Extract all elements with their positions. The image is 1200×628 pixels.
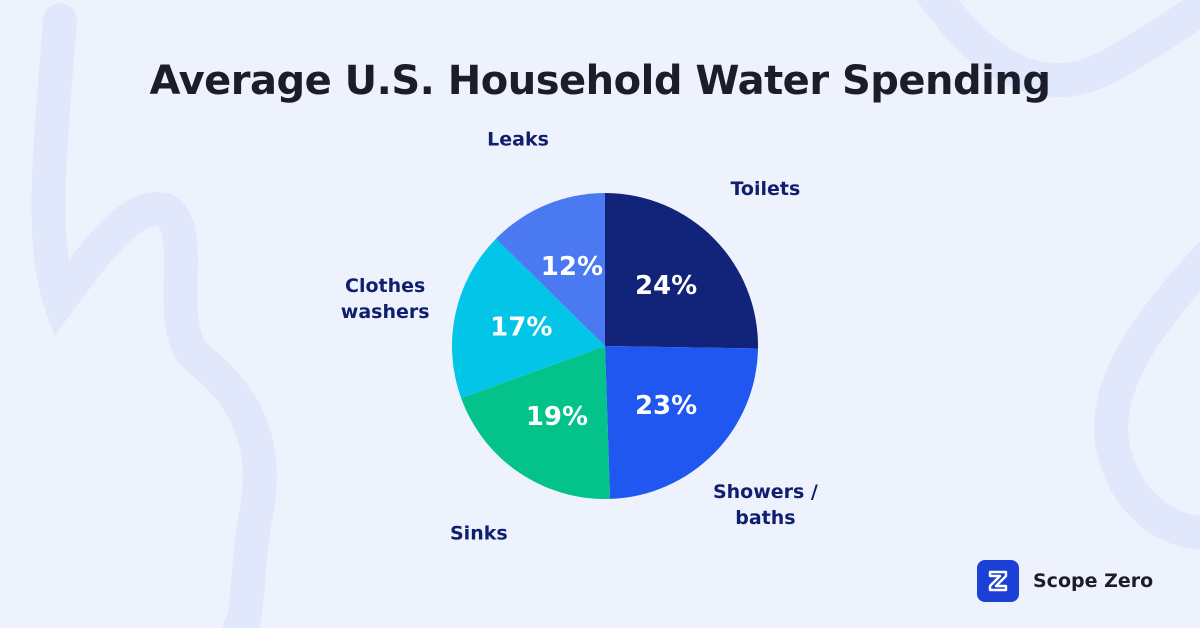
pie-slice-toilets — [605, 193, 758, 349]
pie-slice-sinks — [461, 346, 611, 499]
pie-category-label-leaks: Leaks — [487, 128, 549, 150]
pie-category-label-toilets: Toilets — [731, 178, 801, 200]
pie-category-label-showers-baths: Showers / baths — [713, 481, 818, 529]
pie-value-label-showers-baths: 23% — [635, 391, 697, 421]
pie-value-label-clothes-washers: 17% — [490, 313, 552, 343]
scope-zero-logo-icon — [977, 560, 1019, 602]
pie-value-label-toilets: 24% — [635, 271, 697, 301]
pie-category-label-sinks: Sinks — [450, 522, 508, 544]
pie-slice-clothes-washers — [452, 238, 605, 399]
pie-slice-showers-baths — [605, 346, 758, 499]
pie-value-label-sinks: 19% — [526, 402, 588, 432]
brand: Scope Zero — [977, 559, 1153, 603]
pie-category-label-clothes-washers: Clothes washers — [341, 275, 430, 323]
pie-slice-leaks — [495, 193, 605, 346]
chart-title: Average U.S. Household Water Spending — [149, 58, 1051, 104]
pie-value-label-leaks: 12% — [541, 252, 603, 282]
brand-name: Scope Zero — [1033, 570, 1154, 592]
